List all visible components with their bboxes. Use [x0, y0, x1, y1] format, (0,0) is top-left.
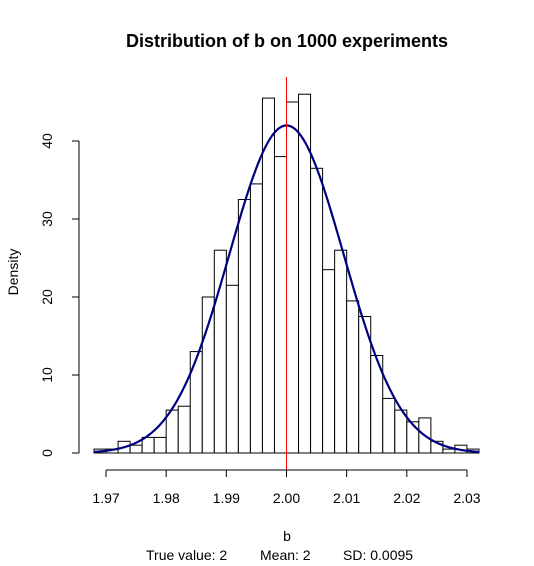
histogram-bar [334, 249, 348, 454]
histogram-bar [249, 183, 263, 454]
y-tick-label: 30 [39, 211, 55, 227]
x-tick-label: 2.00 [273, 490, 300, 506]
y-tick-label: 10 [39, 367, 55, 383]
y-tick-label: 0 [39, 449, 55, 457]
x-tick-label: 2.02 [393, 490, 420, 506]
x-tick-label: 1.97 [92, 490, 119, 506]
chart-title: Distribution of b on 1000 experiments [126, 31, 448, 51]
histogram-bar [346, 300, 360, 454]
histogram-bar [382, 397, 396, 454]
histogram-bar [286, 101, 300, 454]
y-tick-label: 40 [39, 133, 55, 149]
histogram-bar [201, 296, 215, 454]
x-tick-label: 2.01 [333, 490, 360, 506]
histogram-bar [322, 269, 336, 454]
histogram-bar [213, 249, 227, 454]
histogram-bar [430, 440, 444, 454]
caption-true-value: True value: 2 [146, 547, 227, 563]
x-tick-label: 2.03 [453, 490, 480, 506]
x-axis: 1.97 1.98 1.99 2.00 2.01 2.02 2.03 [92, 469, 481, 506]
histogram-bar [273, 156, 287, 454]
histogram-bar [129, 444, 143, 454]
histogram-bar [237, 199, 251, 454]
histogram-bar [141, 436, 155, 454]
histogram-bar [225, 284, 239, 454]
caption-sd: SD: 0.0095 [343, 547, 413, 563]
histogram-bar [310, 167, 324, 454]
caption-mean: Mean: 2 [260, 547, 311, 563]
histogram-bar [406, 421, 420, 454]
histogram-bars [93, 93, 480, 454]
x-tick-label: 1.98 [153, 490, 180, 506]
histogram-bar [177, 405, 191, 454]
histogram-bar [442, 448, 456, 454]
y-axis: 0 10 20 30 40 [39, 133, 80, 457]
y-axis-label: Density [5, 249, 21, 296]
y-tick-label: 20 [39, 289, 55, 305]
x-tick-label: 1.99 [213, 490, 240, 506]
histogram-bar [153, 436, 167, 454]
x-axis-label: b [283, 528, 291, 544]
